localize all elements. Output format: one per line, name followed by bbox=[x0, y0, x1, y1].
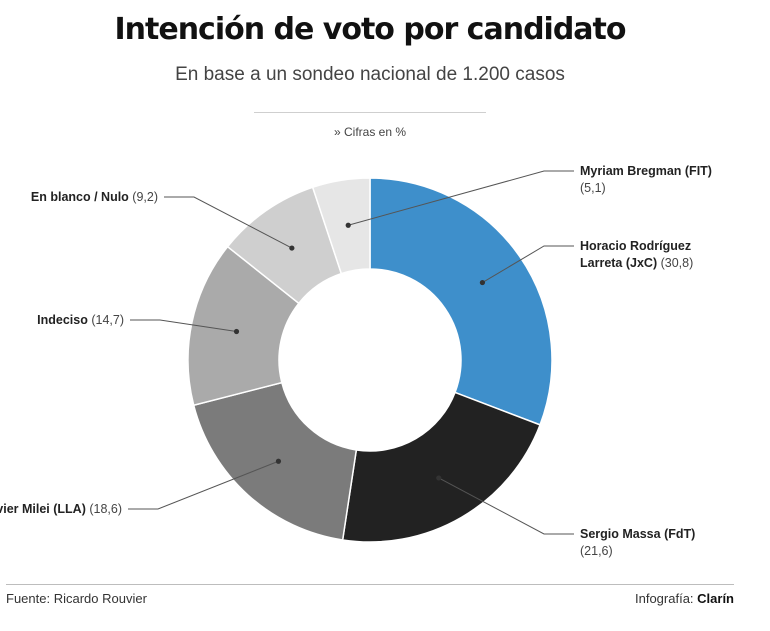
footer-divider bbox=[6, 584, 734, 585]
donut-slice bbox=[192, 381, 358, 541]
leader-dot bbox=[479, 279, 486, 286]
slice-label: Sergio Massa (FdT) (21,6) bbox=[580, 527, 695, 558]
credit-brand: Clarín bbox=[697, 591, 734, 606]
donut-slice bbox=[369, 177, 553, 426]
credit-prefix: Infografía: bbox=[635, 591, 698, 606]
leader-line bbox=[482, 245, 574, 283]
leader-dot bbox=[345, 222, 351, 228]
slice-label: Indeciso (14,7) bbox=[37, 313, 124, 327]
donut-slice bbox=[341, 391, 542, 543]
leader-line bbox=[164, 196, 293, 249]
leader-dot bbox=[275, 458, 282, 464]
chart-subtitle: En base a un sondeo nacional de 1.200 ca… bbox=[175, 64, 565, 85]
slice-label: Javier Milei (LLA) (18,6) bbox=[0, 502, 122, 516]
donut-slice bbox=[311, 177, 371, 275]
title-divider bbox=[254, 112, 486, 113]
chart-title: Intención de voto por candidato bbox=[114, 12, 626, 47]
credit-note: Infografía: Clarín bbox=[635, 591, 734, 606]
leader-line bbox=[130, 319, 237, 332]
source-note: Fuente: Ricardo Rouvier bbox=[6, 591, 147, 606]
leader-dot bbox=[289, 245, 295, 251]
leader-line bbox=[348, 170, 574, 226]
leader-line bbox=[438, 477, 574, 535]
slice-label: Myriam Bregman (FIT) (5,1) bbox=[580, 164, 712, 195]
slice-label: En blanco / Nulo (9,2) bbox=[31, 190, 158, 204]
slice-label: Horacio Rodríguez Larreta (JxC) (30,8) bbox=[580, 239, 693, 270]
units-note: » Cifras en % bbox=[333, 125, 407, 139]
donut-chart: Horacio Rodríguez Larreta (JxC) (30,8) Ser… bbox=[0, 164, 712, 558]
leader-dot bbox=[436, 475, 442, 481]
leader-dot bbox=[233, 328, 240, 335]
leader-line bbox=[128, 460, 279, 510]
